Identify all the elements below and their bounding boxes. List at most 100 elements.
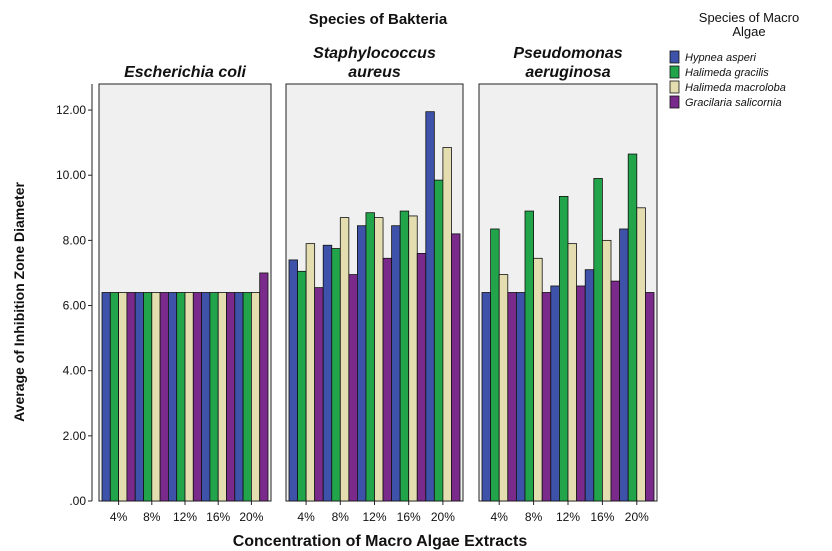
legend-item: Halimeda gracilis xyxy=(669,65,769,79)
legend-title: Species of Macro xyxy=(699,10,799,25)
legend-label: Halimeda macroloba xyxy=(685,82,786,94)
bar xyxy=(356,225,367,502)
legend-label: Halimeda gracilis xyxy=(685,67,769,79)
bar xyxy=(159,292,169,502)
bar xyxy=(167,292,178,502)
x-tick-label: 16% xyxy=(397,510,421,524)
y-tick-label: 6.00 xyxy=(63,299,87,313)
x-axis-title: Concentration of Macro Algae Extracts xyxy=(233,533,528,550)
x-tick-label: 12% xyxy=(556,510,580,524)
bar xyxy=(645,292,655,502)
x-tick-label: 4% xyxy=(297,510,315,524)
y-tick-label: 4.00 xyxy=(63,364,87,378)
bar xyxy=(533,257,543,502)
y-tick-label: 10.00 xyxy=(56,168,86,182)
bar xyxy=(101,292,111,502)
bar xyxy=(416,253,427,502)
bar xyxy=(481,292,492,502)
bar xyxy=(627,153,638,502)
legend-item: Hypnea asperi xyxy=(669,50,756,64)
y-tick-label: .00 xyxy=(69,494,86,508)
bar xyxy=(550,285,560,502)
legend-swatch xyxy=(669,65,680,79)
y-tick-label: 8.00 xyxy=(63,233,87,247)
bar xyxy=(134,292,144,502)
panel-title: Escherichia coli xyxy=(124,64,246,81)
bar xyxy=(365,212,375,502)
bar xyxy=(382,257,392,502)
bar xyxy=(541,292,552,502)
bar xyxy=(234,292,244,502)
panel: Staphylococcus aureus 4% 8% 12% 16% 20% xyxy=(285,45,464,524)
bar xyxy=(109,292,120,502)
panel-title: Pseudomonas xyxy=(513,45,622,62)
x-tick-label: 16% xyxy=(206,510,230,524)
bar xyxy=(602,239,612,502)
bar xyxy=(374,217,384,502)
bar xyxy=(399,210,410,502)
bar xyxy=(151,292,161,502)
legend-title: Algae xyxy=(732,24,765,39)
panel: Pseudomonas aeruginosa 4% 8% 12% 16% 20% xyxy=(478,45,658,524)
bar xyxy=(201,292,211,502)
bar xyxy=(259,272,269,502)
x-tick-label: 20% xyxy=(431,510,455,524)
bar xyxy=(118,292,128,502)
legend-item: Halimeda macroloba xyxy=(669,80,786,94)
bar xyxy=(442,147,452,502)
bar xyxy=(331,248,341,502)
bar xyxy=(516,292,526,502)
y-tick-label: 2.00 xyxy=(63,429,87,443)
bar xyxy=(567,243,578,502)
x-tick-label: 12% xyxy=(173,510,197,524)
bar xyxy=(184,292,194,502)
bar xyxy=(297,270,307,502)
panel-title: aureus xyxy=(348,64,401,81)
bar xyxy=(217,292,227,502)
bar xyxy=(584,269,595,502)
bar xyxy=(314,287,324,502)
bar xyxy=(593,178,603,502)
bar xyxy=(348,274,358,502)
bar xyxy=(322,244,333,502)
y-axis-title: Average of Inhibition Zone Diameter xyxy=(11,182,27,422)
x-tick-label: 12% xyxy=(362,510,386,524)
bar xyxy=(288,259,298,502)
legend-swatch xyxy=(669,95,680,109)
bar xyxy=(408,215,418,502)
bar xyxy=(305,243,316,502)
y-tick-label: 12.00 xyxy=(56,103,86,117)
bar xyxy=(192,292,203,502)
panel-title: Staphylococcus xyxy=(313,45,436,62)
bar xyxy=(507,292,517,502)
x-tick-label: 8% xyxy=(143,510,161,524)
bar xyxy=(250,292,261,502)
x-tick-label: 16% xyxy=(590,510,614,524)
bar xyxy=(126,292,136,502)
bar xyxy=(339,217,350,502)
bar xyxy=(433,179,444,502)
x-tick-label: 20% xyxy=(239,510,263,524)
bar xyxy=(209,292,219,502)
bar xyxy=(490,228,500,502)
bar xyxy=(143,292,153,502)
legend-item: Gracilaria salicornia xyxy=(669,95,782,109)
bar xyxy=(242,292,252,502)
legend-swatch xyxy=(669,80,680,94)
x-tick-label: 8% xyxy=(332,510,350,524)
bar xyxy=(176,292,186,502)
x-tick-label: 20% xyxy=(625,510,649,524)
panel: Escherichia coli 4% 8% 12% 16% 20% xyxy=(98,64,272,524)
bar xyxy=(391,225,401,502)
bar xyxy=(636,207,646,502)
legend-label: Hypnea asperi xyxy=(685,52,756,64)
bar xyxy=(524,210,535,502)
legend-swatch xyxy=(669,50,680,64)
bar xyxy=(559,195,569,502)
bar xyxy=(619,228,629,502)
bar xyxy=(498,274,509,502)
x-tick-label: 4% xyxy=(110,510,128,524)
bar xyxy=(226,292,236,502)
